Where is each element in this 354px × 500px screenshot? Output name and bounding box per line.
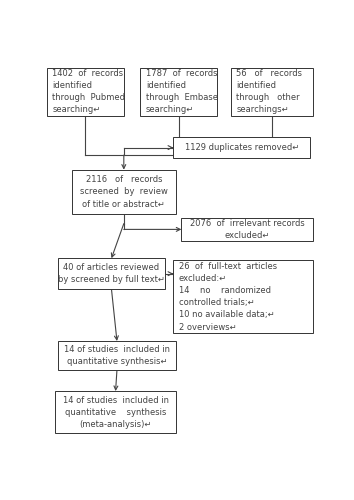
- FancyBboxPatch shape: [182, 218, 313, 241]
- Text: 2116   of   records
screened  by  review
of title or abstract↵: 2116 of records screened by review of ti…: [80, 175, 168, 208]
- FancyBboxPatch shape: [72, 170, 176, 214]
- FancyBboxPatch shape: [173, 260, 313, 334]
- FancyBboxPatch shape: [231, 68, 313, 116]
- Text: 14 of studies  included in
quantitative synthesis↵: 14 of studies included in quantitative s…: [64, 345, 170, 366]
- Text: 40 of articles reviewed
by screened by full text↵: 40 of articles reviewed by screened by f…: [58, 263, 165, 284]
- Text: 56   of   records
identified
through   other
searchings↵: 56 of records identified through other s…: [236, 69, 302, 114]
- Text: 1787  of  records
identified
through  Embase
searching↵: 1787 of records identified through Embas…: [146, 69, 218, 114]
- Text: 2076  of  irrelevant records
excluded↵: 2076 of irrelevant records excluded↵: [190, 219, 305, 240]
- FancyBboxPatch shape: [58, 341, 176, 370]
- FancyBboxPatch shape: [55, 391, 176, 434]
- FancyBboxPatch shape: [58, 258, 165, 289]
- FancyBboxPatch shape: [47, 68, 124, 116]
- Text: 14 of studies  included in
quantitative    synthesis
(meta-analysis)↵: 14 of studies included in quantitative s…: [63, 396, 169, 429]
- Text: 1129 duplicates removed↵: 1129 duplicates removed↵: [185, 143, 299, 152]
- FancyBboxPatch shape: [173, 137, 310, 158]
- Text: 26  of  full-text  articles
excluded:↵
14    no    randomized
controlled trials;: 26 of full-text articles excluded:↵ 14 n…: [179, 262, 277, 332]
- Text: 1402  of  records
identified
through  Pubmed
searching↵: 1402 of records identified through Pubme…: [52, 69, 125, 114]
- FancyBboxPatch shape: [140, 68, 217, 116]
